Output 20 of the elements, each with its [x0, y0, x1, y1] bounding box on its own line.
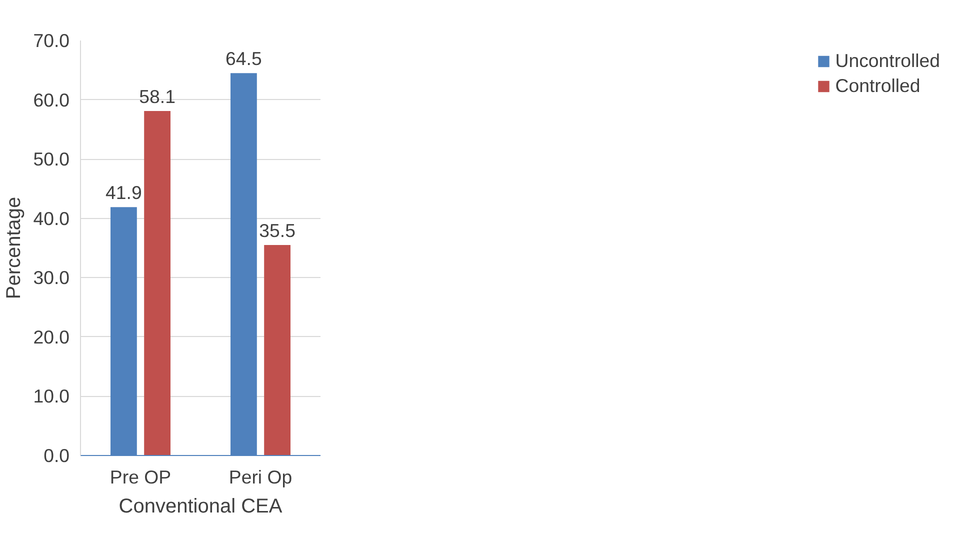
y-tick-label: 70.0 — [33, 30, 70, 51]
legend-label: Controlled — [835, 75, 920, 97]
y-tick-label: 60.0 — [33, 89, 70, 110]
data-label: 35.5 — [259, 220, 296, 242]
data-label: 41.9 — [106, 182, 142, 204]
data-label: 64.5 — [226, 48, 262, 70]
legend-label: Uncontrolled — [835, 50, 940, 72]
y-tick-label: 0.0 — [44, 445, 70, 466]
x-axis-title: Conventional CEA — [118, 496, 283, 518]
y-tick-label: 40.0 — [33, 208, 70, 229]
x-tick-label: Peri Op — [228, 466, 292, 488]
y-axis-title: Percentage — [3, 196, 26, 300]
y-tick-label: 30.0 — [33, 267, 70, 288]
y-tick-label: 20.0 — [33, 326, 70, 348]
y-tick-label: 10.0 — [33, 386, 70, 407]
bar — [264, 245, 290, 456]
x-tick-label: Pre OP — [110, 466, 172, 488]
y-tick-label: 50.0 — [33, 148, 70, 170]
bar — [144, 111, 170, 456]
data-label: 58.1 — [139, 86, 176, 108]
